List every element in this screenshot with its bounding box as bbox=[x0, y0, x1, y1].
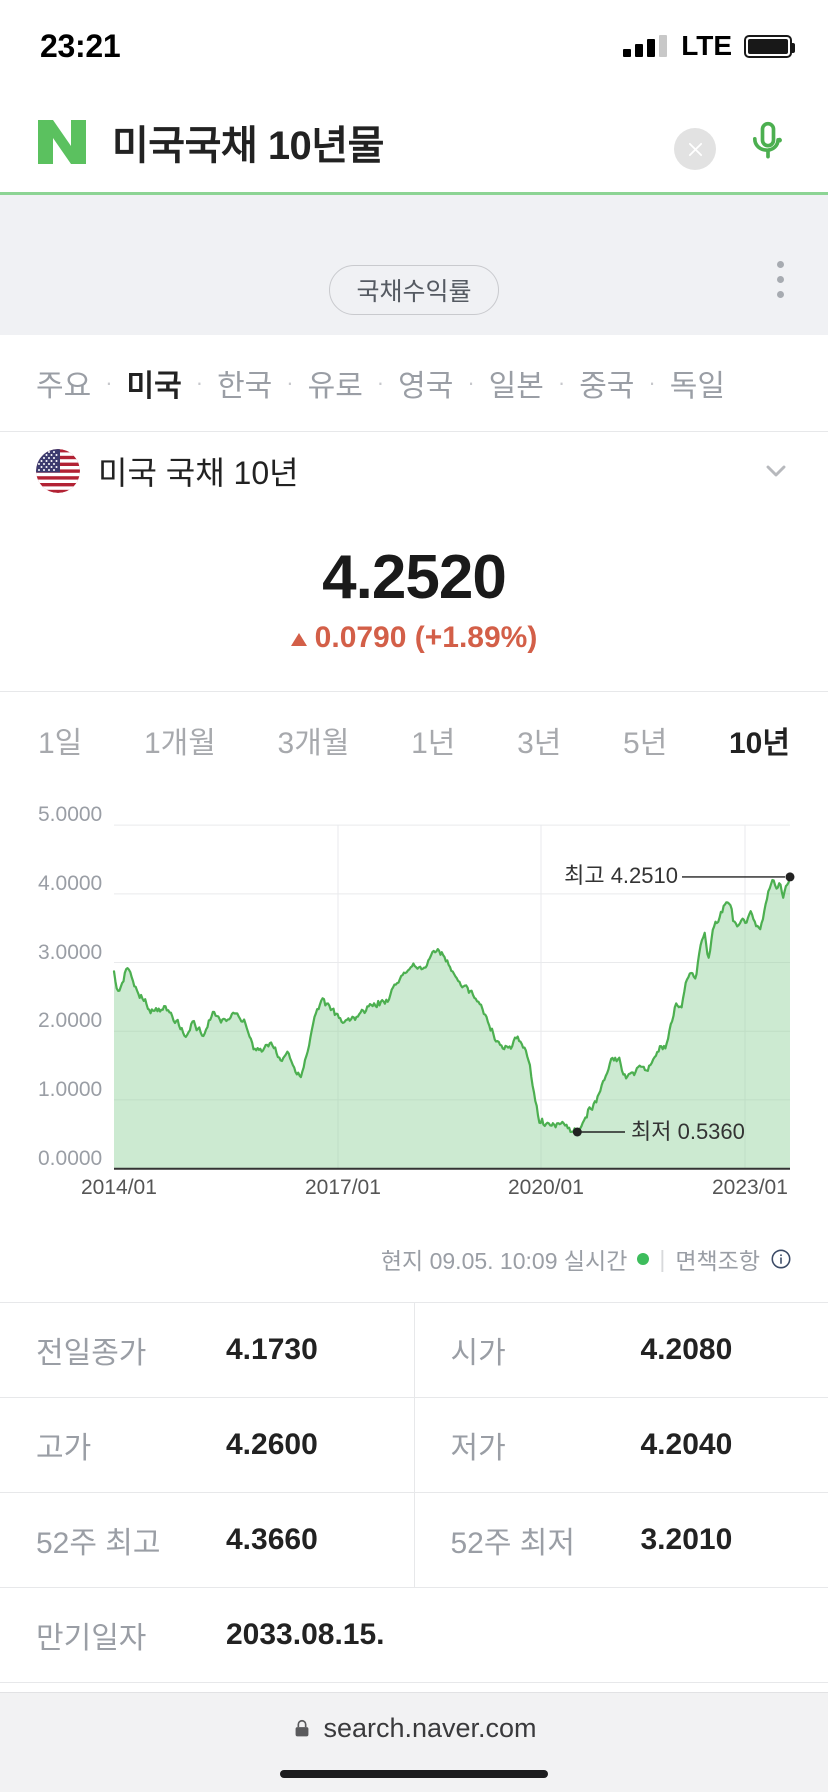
svg-text:최고 4.2510: 최고 4.2510 bbox=[564, 863, 678, 888]
svg-text:최저 0.5360: 최저 0.5360 bbox=[631, 1119, 745, 1144]
